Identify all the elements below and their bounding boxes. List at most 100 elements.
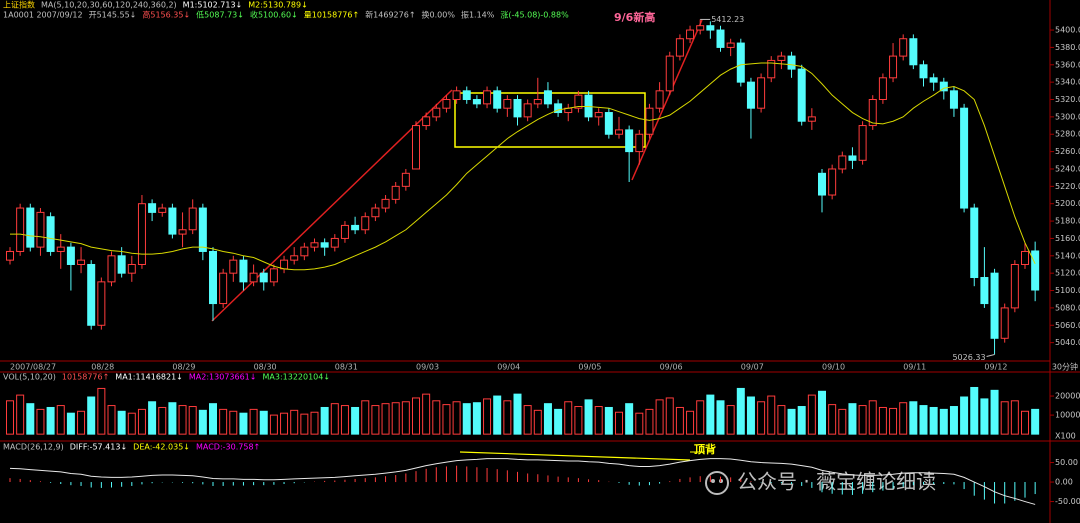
candle-body [472, 99, 481, 105]
candle-body [615, 129, 623, 135]
annotation: 顶背 [694, 442, 716, 456]
candle-body [280, 259, 289, 270]
y-tick-label: 5100.00 [1055, 286, 1080, 295]
volume-bar [757, 401, 766, 435]
candle-body [178, 229, 187, 235]
volume-bar [46, 406, 55, 435]
volume-bar [16, 394, 25, 435]
candle-body [66, 246, 75, 265]
volume-bar [229, 410, 238, 435]
header-text: 量10158776↑ [304, 11, 359, 20]
volume-bar [56, 405, 65, 435]
candle-body [209, 250, 217, 305]
candle-body [838, 155, 847, 170]
candle-body [868, 99, 877, 127]
volume-bar [706, 394, 715, 435]
volume-bar [36, 408, 45, 435]
volume-bar [899, 402, 908, 435]
candle-body [412, 125, 420, 170]
y-tick-label: 5260.00 [1055, 147, 1080, 156]
header-text: 1A0001 2007/09/12 [3, 11, 83, 20]
volume-bar [503, 400, 512, 435]
header-text: 换0.00% [422, 10, 456, 20]
volume-bar [6, 400, 14, 435]
divergence-line [459, 451, 691, 461]
candle-body [493, 90, 502, 109]
y-tick-label: 100000 [1055, 411, 1080, 420]
volume-bar [665, 397, 674, 435]
candle-body [148, 203, 157, 213]
volume-bar [330, 403, 339, 435]
candle-body [675, 38, 684, 57]
candle-body [878, 77, 887, 101]
x-tick-label: 09/07 [741, 363, 764, 372]
volume-bar [493, 395, 502, 435]
candle-body [1000, 307, 1009, 339]
volume-bar [797, 406, 806, 435]
volume-bar [970, 386, 979, 435]
header-text: 涨(-45.08)-0.88% [500, 10, 569, 20]
volume-bar [137, 408, 146, 435]
x-tick-label: 08/31 [335, 363, 358, 372]
volume-bar [818, 390, 826, 435]
header-text: MACD(26,12,9) [3, 443, 64, 452]
volume-bar [533, 409, 542, 435]
header-text: 10158776↑ [62, 373, 109, 382]
volume-bar [686, 410, 695, 435]
volume-bar [249, 408, 258, 435]
candle-body [188, 207, 197, 231]
candle-body [36, 211, 45, 248]
volume-bar [117, 410, 126, 435]
candle-body [137, 203, 146, 265]
x-tick-label: 2007/08/27 [10, 363, 56, 372]
candle-body [391, 185, 400, 200]
volume-bar [87, 396, 96, 435]
candle-body [625, 129, 634, 153]
candle-body [594, 112, 603, 118]
annotation: 9/6新高 [614, 10, 655, 24]
header-text: 新1469276↑ [365, 10, 415, 20]
volume-bar [148, 401, 157, 435]
candle-body [828, 168, 837, 196]
candle-body [767, 59, 776, 79]
volume-bar [168, 402, 177, 435]
watermark-group: 公众号 · 薇宝缠论细读 [705, 470, 936, 495]
label-leader [986, 354, 995, 357]
candle-body [716, 29, 725, 48]
candle-body [736, 42, 745, 83]
unit-label: X100 [1055, 432, 1076, 441]
x-tick-label: 09/11 [903, 363, 926, 372]
volume-bar [107, 405, 116, 435]
header-text: MA3:13220104↓ [262, 373, 330, 382]
volume-bar [401, 401, 410, 435]
volume-bar [980, 398, 989, 435]
candle-body [56, 246, 65, 252]
candle-body [665, 55, 674, 92]
volume-bar [26, 403, 35, 435]
volume-bar [97, 387, 106, 435]
volume-bar [371, 405, 380, 435]
candle-body [351, 224, 360, 231]
header-text: DIFF:-57.413↓ [70, 443, 127, 452]
volume-bar [412, 397, 420, 435]
candle-body [1010, 263, 1019, 309]
candle-body [452, 90, 461, 101]
header-text: VOL(5,10,20) [3, 373, 56, 382]
y-tick-label: 5320.00 [1055, 95, 1080, 104]
candle-body [787, 55, 796, 70]
candle-body [645, 107, 654, 135]
candle-body [483, 90, 492, 105]
line [9, 458, 1036, 505]
candle-body [422, 116, 431, 127]
header-text: MA2:13073661↓ [189, 373, 257, 382]
candle-body [259, 272, 268, 283]
volume-bar [219, 408, 228, 435]
volume-bar [675, 406, 684, 435]
candle-body [1031, 250, 1040, 291]
volume-bar [960, 396, 969, 435]
candle-body [899, 38, 908, 57]
candle-body [726, 42, 735, 48]
volume-bar [594, 406, 603, 435]
volume-bar [645, 408, 654, 435]
candle-body [858, 125, 867, 161]
